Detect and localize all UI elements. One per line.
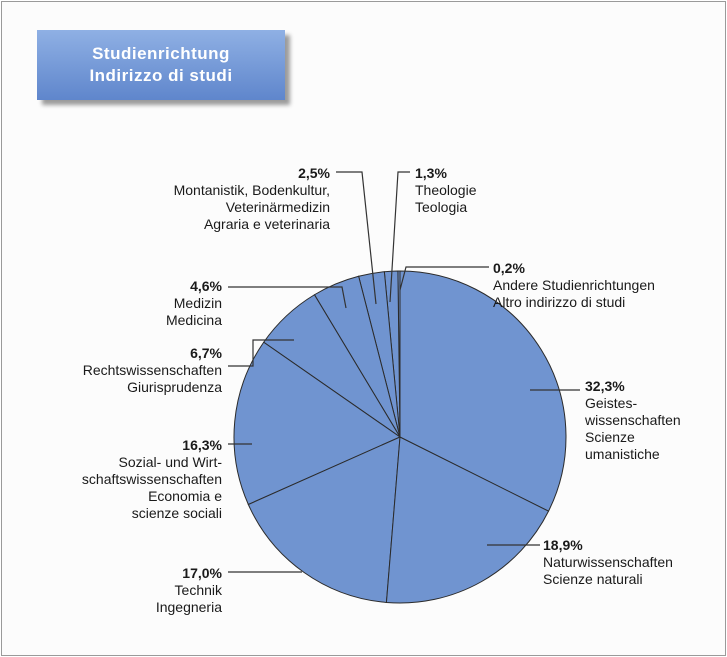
slice-label: 0,2% Andere Studienrichtungen Altro indir… <box>493 260 655 311</box>
slice-label: 6,7% Rechtswissenschaften Giurisprudenza <box>83 345 222 396</box>
value-label: 2,5% <box>298 165 330 181</box>
pie-slice <box>233 341 402 506</box>
pie-slice <box>247 436 401 603</box>
leader-line <box>228 339 294 367</box>
slice-label: 32,3% Geistes- wissenschaften Scienze uma… <box>585 378 681 463</box>
leader-line <box>389 171 410 303</box>
value-label: 0,2% <box>493 260 525 276</box>
leader-lines <box>228 171 580 573</box>
category-label: Rechtswissenschaften Giurisprudenza <box>82 362 222 395</box>
pie-slice <box>385 436 550 604</box>
category-label: Montanistik, Bodenkultur, Veterinärmediz… <box>173 182 330 232</box>
leader-line <box>228 286 347 309</box>
slice-label: 4,6% Medizin Medicina <box>166 278 222 329</box>
slice-label: 2,5% Montanistik, Bodenkultur, Veterinärm… <box>174 165 330 233</box>
category-label: Theologie Teologia <box>415 182 477 215</box>
category-label: Andere Studienrichtungen Altro indirizzo… <box>493 277 655 310</box>
category-label: Naturwissenschaften Scienze naturali <box>543 554 673 587</box>
slice-label: 1,3% Theologie Teologia <box>415 165 477 216</box>
value-label: 18,9% <box>543 537 583 553</box>
value-label: 17,0% <box>182 565 222 581</box>
category-label: Medizin Medicina <box>165 295 222 328</box>
chart-title: Studienrichtung Indirizzo di studi <box>37 30 285 100</box>
value-label: 16,3% <box>182 437 222 453</box>
category-label: Geistes- wissenschaften Scienze umanisti… <box>585 395 681 462</box>
value-label: 1,3% <box>415 165 447 181</box>
leader-line <box>336 171 377 305</box>
category-label: Sozial- und Wirt- schaftswissenschaften … <box>81 454 222 521</box>
slice-label: 17,0% Technik Ingegneria <box>156 565 222 616</box>
value-label: 4,6% <box>190 278 222 294</box>
slice-label: 18,9% Naturwissenschaften Scienze natural… <box>543 537 673 588</box>
slice-label: 16,3% Sozial- und Wirt- schaftswissenscha… <box>82 437 222 522</box>
leader-line <box>399 266 489 291</box>
pie-slice <box>399 270 567 512</box>
value-label: 6,7% <box>190 345 222 361</box>
value-label: 32,3% <box>585 378 625 394</box>
category-label: Technik Ingegneria <box>155 582 222 615</box>
